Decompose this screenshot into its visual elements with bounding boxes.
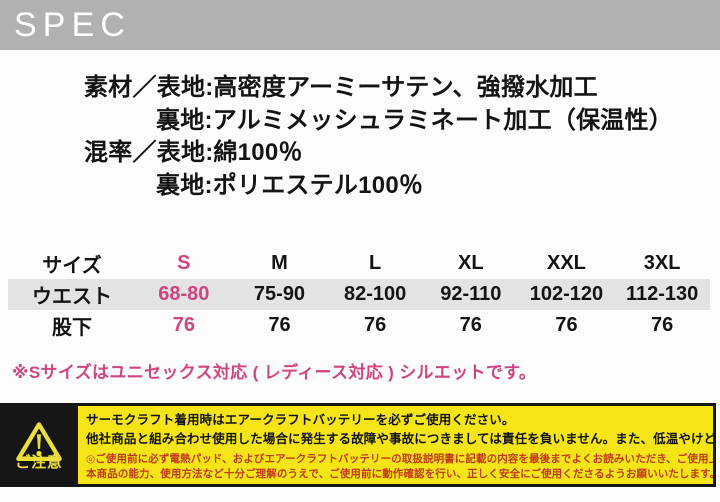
waist-value-xxl: 102-120: [518, 279, 615, 310]
inseam-value-3xl: 76: [651, 314, 674, 336]
inseam-value-l: 76: [364, 314, 387, 336]
mix-lining-line: 裏地:ポリエステル100％: [156, 171, 424, 199]
inseam-value-s: 76: [172, 314, 195, 336]
warning-triangle-icon: [16, 421, 62, 461]
size-col-xl: XL: [458, 252, 484, 274]
caution-banner: ご注意 サーモクラフト着用時はエアークラフトバッテリーを必ずご使用ください。 他…: [0, 403, 716, 487]
size-table-header-row: サイズ S M L XL XXL 3XL: [8, 248, 710, 279]
caution-bold-line-2: 他社商品と組み合わせ使用した場合に発生する故障や事故につきましては責任を負いませ…: [86, 431, 716, 446]
inseam-value-m: 76: [268, 314, 291, 336]
waist-value-3xl: 112-130: [614, 279, 710, 310]
inseam-row-label: 股下: [52, 317, 92, 339]
waist-value-xl: 92-110: [422, 279, 519, 310]
caution-text-box: サーモクラフト着用時はエアークラフトバッテリーを必ずご使用ください。 他社商品と…: [78, 403, 716, 487]
spec-section-header: SPEC: [0, 0, 720, 50]
mix-outer-line: 混率／表地:綿100％: [84, 139, 303, 166]
unisex-size-note: ※Sサイズはユニセックス対応 ( レディース対応 ) シルエットです。: [12, 363, 537, 382]
inseam-value-xxl: 76: [555, 314, 578, 336]
caution-icon-label: ご注意: [15, 453, 63, 471]
caution-icon-box: ご注意: [0, 403, 78, 487]
material-outer-line: 素材／表地:高密度アーミーサテン、強撥水加工: [84, 74, 598, 101]
size-table: サイズ S M L XL XXL 3XL ウエスト 68-80 75-90 82…: [8, 248, 710, 341]
size-col-3xl: 3XL: [643, 252, 681, 274]
material-lining-line: 裏地:アルミメッシュラミネート加工（保温性）: [156, 106, 674, 134]
caution-red-line-2: 本商品の能力、使用方法など十分ご理解のうえで、ご使用前に動作確認を行い、正しく安…: [86, 467, 716, 480]
spec-title: SPEC: [14, 6, 132, 44]
waist-value-s: 68-80: [136, 279, 232, 310]
waist-value-m: 75-90: [231, 279, 328, 310]
caution-bold-line-1: サーモクラフト着用時はエアークラフトバッテリーを必ずご使用ください。: [86, 413, 515, 427]
inseam-row: 股下 76 76 76 76 76 76: [8, 310, 710, 341]
size-col-m: M: [271, 252, 288, 274]
size-table-corner-label: サイズ: [42, 255, 102, 277]
inseam-value-xl: 76: [459, 314, 482, 336]
waist-row: ウエスト 68-80 75-90 82-100 92-110 102-120 1…: [8, 279, 710, 310]
material-spec-block: 素材／表地:高密度アーミーサテン、強撥水加工 裏地:アルミメッシュラミネート加工…: [84, 72, 720, 202]
size-col-xxl: XXL: [547, 252, 586, 274]
waist-row-label: ウエスト: [8, 279, 136, 310]
size-col-s: S: [177, 252, 191, 274]
caution-red-line-1: ◎ご使用前に必ず電熱パッド、およびエアークラフトバッテリーの取扱説明書に記載の内…: [86, 453, 716, 465]
waist-value-l: 82-100: [327, 279, 423, 310]
size-col-l: L: [369, 252, 382, 274]
